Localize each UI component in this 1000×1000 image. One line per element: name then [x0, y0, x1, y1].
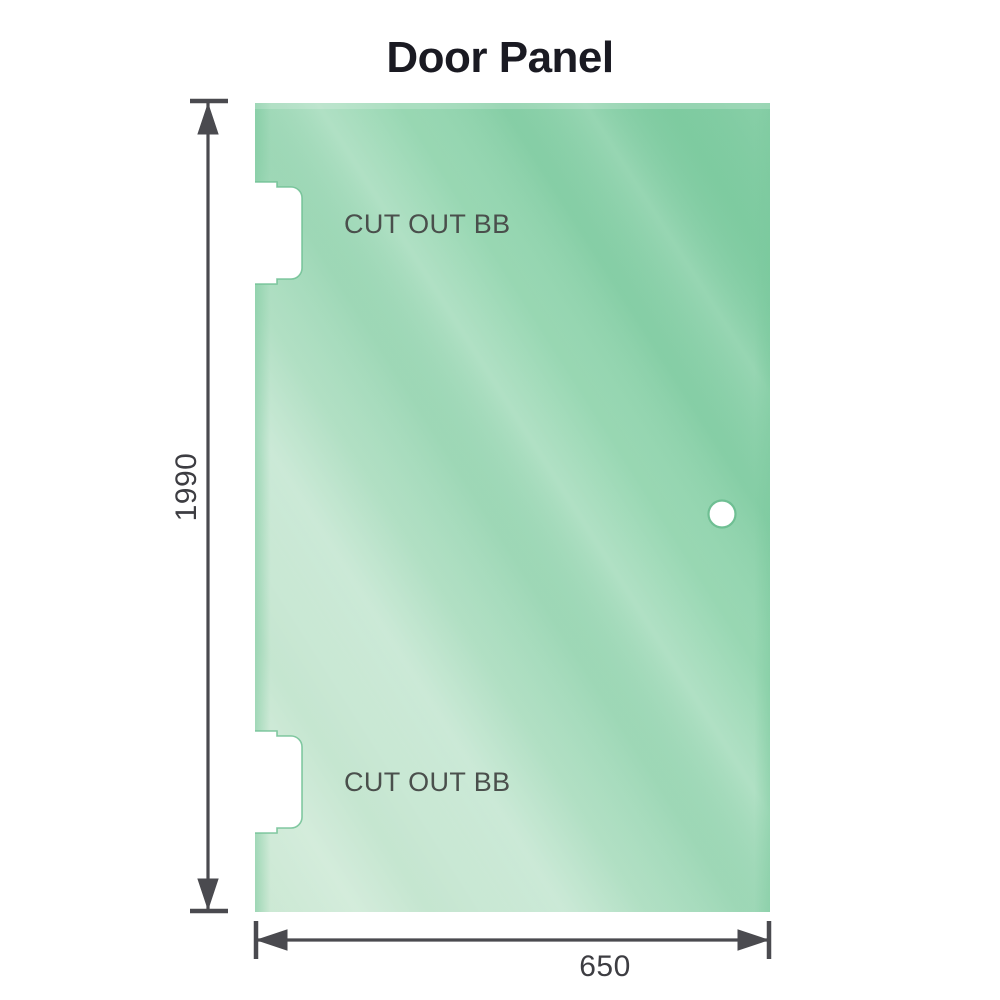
height-dimension-label: 1990	[170, 452, 203, 522]
height-arrow-down	[197, 878, 219, 911]
height-arrow-up	[197, 102, 219, 135]
panel-graphic	[255, 103, 770, 912]
width-dimension-label: 650	[579, 950, 631, 983]
panel-body	[255, 103, 770, 912]
cutout-label-bottom: CUT OUT BB	[344, 767, 511, 797]
handle-hole	[707, 499, 737, 529]
cutout-label-top: CUT OUT BB	[344, 209, 511, 239]
page-title: Door Panel	[386, 33, 614, 82]
width-arrow-left	[255, 929, 288, 951]
width-arrow-right	[737, 929, 770, 951]
glass-door-panel	[255, 103, 770, 912]
cutout-top-outline	[255, 181, 303, 285]
cutout-bottom-outline	[255, 730, 303, 834]
